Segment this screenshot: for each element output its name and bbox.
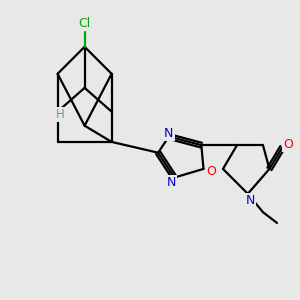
Text: H: H	[56, 108, 64, 122]
Text: O: O	[283, 138, 293, 151]
Text: N: N	[167, 176, 176, 190]
Text: Cl: Cl	[79, 16, 91, 29]
Text: N: N	[245, 194, 255, 207]
Text: N: N	[164, 127, 174, 140]
Text: O: O	[206, 165, 216, 178]
